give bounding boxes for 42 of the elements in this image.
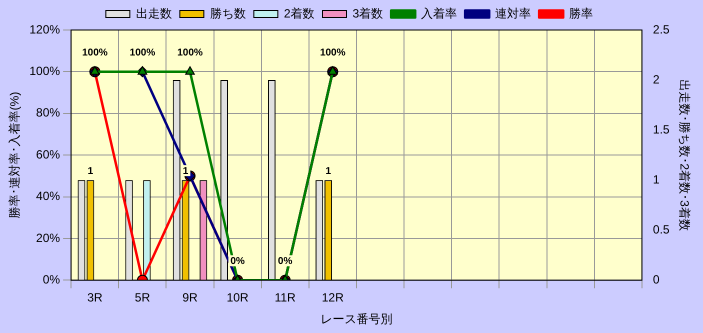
data-label: 1 xyxy=(88,166,94,177)
x-tick-label: 12R xyxy=(322,290,344,305)
legend-label: 勝率 xyxy=(569,6,594,20)
legend-label: 入着率 xyxy=(421,6,458,20)
point xyxy=(90,66,100,75)
data-label: 0% xyxy=(278,256,292,267)
y-axis-title: 勝率･連対率･入着率(%) xyxy=(8,92,22,218)
legend-label: 出走数 xyxy=(136,6,172,20)
legend-label: 連対率 xyxy=(495,6,532,20)
data-label: 1 xyxy=(325,166,332,177)
x-tick-label: 5R xyxy=(134,290,150,305)
x-tick-label: 10R xyxy=(226,290,249,305)
x-tick-label: 11R xyxy=(274,290,296,305)
y2-tick-label: 2 xyxy=(652,72,660,86)
data-label: 1 xyxy=(182,166,189,177)
y2-axis-title: 出走数･勝ち数･2着数･3着数 xyxy=(677,79,692,231)
legend-label: 3着数 xyxy=(352,6,384,20)
data-label: 100% xyxy=(130,47,156,58)
y-tick-label: 40% xyxy=(36,189,60,204)
data-label: 0% xyxy=(230,256,245,267)
data-label: 100% xyxy=(320,47,346,58)
legend-label: 勝ち数 xyxy=(210,6,246,20)
point xyxy=(328,66,338,75)
y2-tick-label: 1.5 xyxy=(652,122,670,136)
y-tick-label: 60% xyxy=(36,147,60,162)
point xyxy=(138,66,148,75)
x-tick-label: 9R xyxy=(182,290,198,305)
point xyxy=(185,66,195,75)
y-tick-label: 100% xyxy=(29,64,60,78)
data-label: 100% xyxy=(82,47,108,58)
x-axis-title: レース番号別 xyxy=(320,312,393,326)
data-label: 100% xyxy=(177,47,203,58)
y2-tick-label: 0.5 xyxy=(652,222,670,236)
legend-label: 2着数 xyxy=(284,6,315,20)
y2-tick-label: 1 xyxy=(652,172,660,186)
y-tick-label: 80% xyxy=(36,106,60,120)
x-tick-label: 3R xyxy=(87,290,103,305)
y-tick-label: 20% xyxy=(36,230,60,245)
y-tick-label: 120% xyxy=(29,22,60,36)
y2-tick-label: 0 xyxy=(652,272,660,287)
y2-tick-label: 2.5 xyxy=(652,22,670,36)
y-tick-label: 0% xyxy=(42,272,60,287)
